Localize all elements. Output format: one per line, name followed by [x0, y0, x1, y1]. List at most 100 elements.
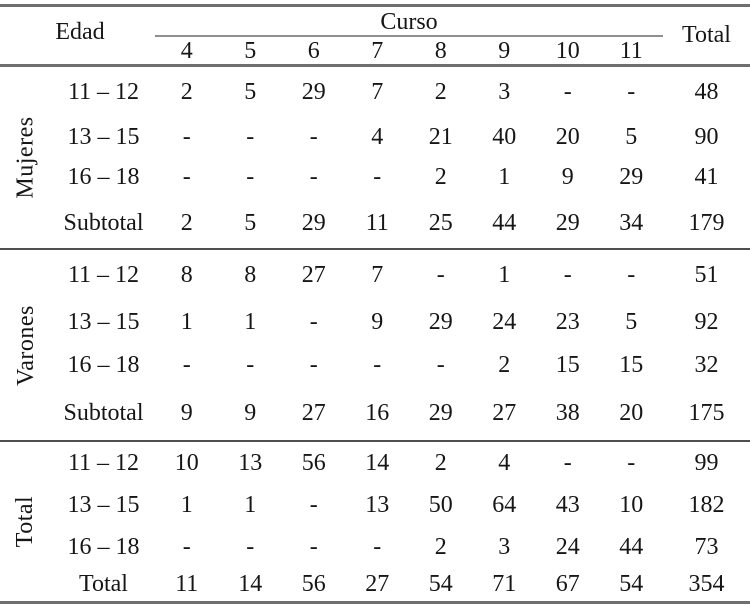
value-cell: - — [309, 534, 318, 560]
value-cell: 20 — [619, 400, 644, 426]
value-cell: 1 — [498, 164, 511, 190]
value-cell: 23 — [555, 309, 580, 335]
row-total-cell: 179 — [688, 209, 725, 236]
value-cell: 9 — [561, 164, 574, 190]
value-cell: 50 — [428, 492, 453, 518]
value-cell: 29 — [301, 209, 326, 236]
value-cell: 7 — [371, 79, 384, 105]
row-label: 11 – 12 — [67, 262, 140, 288]
curso-column-header-6: 6 — [307, 38, 320, 64]
value-cell: - — [182, 534, 191, 560]
curso-column-header-5: 5 — [244, 38, 257, 64]
row-total-cell: 182 — [688, 492, 725, 518]
value-cell: - — [309, 164, 318, 190]
table-bottom-rule — [0, 601, 750, 604]
value-cell: 14 — [238, 571, 263, 597]
value-cell: - — [182, 164, 191, 190]
value-cell: 8 — [180, 262, 193, 288]
value-cell: - — [246, 124, 255, 150]
value-cell: 2 — [180, 79, 193, 105]
group-label-total: Total — [12, 495, 39, 547]
value-cell: 29 — [555, 209, 580, 236]
row-label: 13 – 15 — [67, 124, 140, 150]
value-cell: 10 — [619, 492, 644, 518]
value-cell: 3 — [498, 534, 511, 560]
row-label: 13 – 15 — [67, 492, 140, 518]
value-cell: 16 — [365, 400, 390, 426]
value-cell: - — [309, 309, 318, 335]
value-cell: 11 — [365, 209, 389, 236]
value-cell: 13 — [238, 450, 263, 476]
value-cell: - — [627, 79, 636, 105]
curso-column-header-9: 9 — [498, 38, 511, 64]
value-cell: 24 — [555, 534, 580, 560]
row-total-cell: 51 — [694, 262, 719, 288]
value-cell: 13 — [365, 492, 390, 518]
row-label: Subtotal — [63, 400, 144, 426]
curso-column-header-4: 4 — [180, 38, 193, 64]
value-cell: 1 — [244, 309, 257, 335]
value-cell: - — [246, 534, 255, 560]
value-cell: - — [563, 450, 572, 476]
curso-column-header-7: 7 — [371, 38, 384, 64]
group-cell-varones: Varones — [0, 250, 52, 440]
value-cell: - — [373, 534, 382, 560]
row-total-cell: 354 — [688, 571, 725, 597]
header-bottom-rule — [0, 64, 750, 67]
value-cell: 4 — [498, 450, 511, 476]
value-cell: 15 — [555, 352, 580, 378]
row-label: 11 – 12 — [67, 79, 140, 105]
value-cell: 34 — [619, 209, 644, 236]
value-cell: 43 — [555, 492, 580, 518]
value-cell: 2 — [434, 534, 447, 560]
value-cell: - — [436, 352, 445, 378]
value-cell: - — [436, 262, 445, 288]
value-cell: 7 — [371, 262, 384, 288]
value-cell: 11 — [175, 571, 199, 597]
value-cell: 29 — [428, 400, 453, 426]
group-cell-mujeres: Mujeres — [0, 67, 52, 248]
curso-header: Curso — [380, 8, 438, 35]
varones-total-rule — [0, 440, 750, 442]
value-cell: 2 — [434, 79, 447, 105]
row-label: 11 – 12 — [67, 450, 140, 476]
row-total-cell: 48 — [694, 79, 719, 105]
value-cell: 54 — [619, 571, 644, 597]
value-cell: 5 — [244, 209, 257, 236]
row-total-cell: 73 — [694, 534, 719, 560]
value-cell: 29 — [428, 309, 453, 335]
row-label: Total — [79, 571, 128, 597]
curso-column-header-11: 11 — [619, 38, 643, 64]
value-cell: 27 — [301, 262, 326, 288]
value-cell: 9 — [371, 309, 384, 335]
value-cell: - — [563, 79, 572, 105]
value-cell: 5 — [244, 79, 257, 105]
row-total-cell: 99 — [694, 450, 719, 476]
value-cell: - — [627, 262, 636, 288]
row-total-cell: 90 — [694, 124, 719, 150]
value-cell: - — [563, 262, 572, 288]
value-cell: 56 — [301, 571, 326, 597]
value-cell: 27 — [365, 571, 390, 597]
row-label: 16 – 18 — [67, 164, 140, 190]
value-cell: 25 — [428, 209, 453, 236]
value-cell: 2 — [180, 209, 193, 236]
value-cell: 54 — [428, 571, 453, 597]
value-cell: 24 — [492, 309, 517, 335]
value-cell: - — [182, 352, 191, 378]
value-cell: - — [182, 124, 191, 150]
mujeres-varones-rule — [0, 248, 750, 250]
edad-header: Edad — [55, 18, 105, 45]
value-cell: 1 — [180, 492, 193, 518]
value-cell: 2 — [434, 450, 447, 476]
value-cell: 27 — [492, 400, 517, 426]
value-cell: 10 — [174, 450, 199, 476]
value-cell: 71 — [492, 571, 517, 597]
value-cell: 9 — [180, 400, 193, 426]
value-cell: - — [373, 164, 382, 190]
value-cell: 44 — [619, 534, 644, 560]
section-total: Total 11 – 12 10 13 56 14 2 4- -99 13 – 15 1 1-13 50… — [0, 442, 750, 600]
total-column-header: Total — [682, 22, 731, 48]
value-cell: 27 — [301, 400, 326, 426]
